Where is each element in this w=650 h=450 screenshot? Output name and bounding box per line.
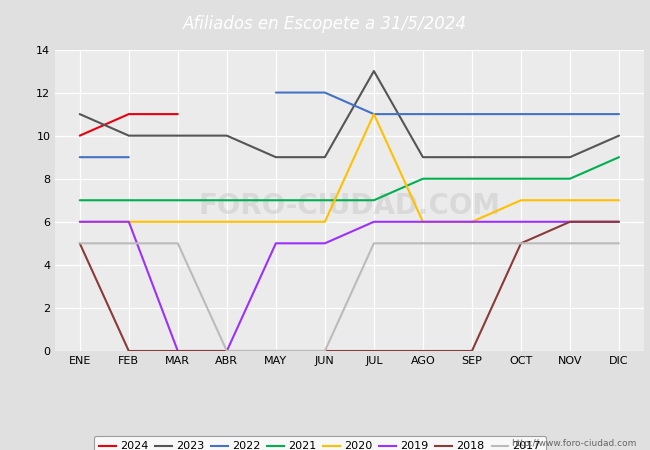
Legend: 2024, 2023, 2022, 2021, 2020, 2019, 2018, 2017: 2024, 2023, 2022, 2021, 2020, 2019, 2018…: [94, 436, 547, 450]
Text: http://www.foro-ciudad.com: http://www.foro-ciudad.com: [512, 439, 637, 448]
Text: FORO-CIUDAD.COM: FORO-CIUDAD.COM: [198, 192, 500, 220]
Text: Afiliados en Escopete a 31/5/2024: Afiliados en Escopete a 31/5/2024: [183, 14, 467, 33]
